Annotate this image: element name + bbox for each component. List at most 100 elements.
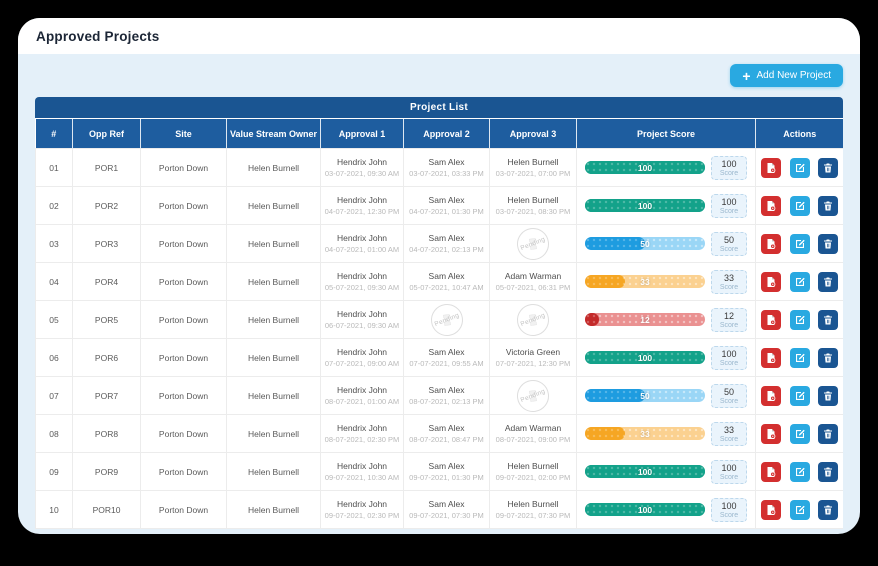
score-fill: [585, 427, 625, 440]
row-number: 08: [49, 428, 59, 439]
edit-pencil-icon: [794, 352, 806, 364]
delete-button[interactable]: [817, 271, 838, 292]
approval-datetime: 04-07-2021, 02:13 PM: [409, 245, 484, 254]
table-header-row: # Opp Ref Site Value Stream Owner Approval 1…: [35, 118, 843, 149]
score-bar: 100: [585, 351, 705, 364]
project-score: 100 100 Score: [577, 497, 755, 522]
delete-button[interactable]: [817, 423, 838, 444]
opp-ref: POR2: [94, 200, 119, 211]
score-value-label: 33: [640, 276, 650, 287]
value-stream-owner: Helen Burnell: [247, 352, 300, 363]
score-badge-value: 50: [723, 386, 734, 397]
approver-name: Hendrix John: [336, 195, 388, 205]
score-fill: [585, 313, 600, 326]
export-pdf-button[interactable]: [761, 309, 782, 330]
value-stream-owner: Helen Burnell: [247, 200, 300, 211]
score-bar: 50: [585, 237, 705, 250]
table-row: 05 POR5 Porton Down Helen Burnell Hendri…: [35, 300, 843, 339]
export-pdf-button[interactable]: [761, 195, 782, 216]
column-header-opp-ref: Opp Ref: [72, 118, 141, 149]
export-pdf-button[interactable]: [761, 157, 782, 178]
edit-button[interactable]: [789, 499, 810, 520]
pdf-file-icon: [765, 428, 777, 440]
opp-ref: POR10: [92, 504, 121, 515]
export-pdf-button[interactable]: [761, 271, 782, 292]
row-number: 01: [49, 162, 59, 173]
add-new-project-label: Add New Project: [756, 70, 831, 81]
score-badge-unit: Score: [719, 511, 739, 519]
trash-icon: [822, 162, 834, 174]
score-badge: 50 Score: [711, 383, 747, 408]
delete-button[interactable]: [817, 233, 838, 254]
delete-button[interactable]: [817, 461, 838, 482]
score-badge-value: 33: [723, 424, 734, 435]
edit-pencil-icon: [794, 390, 806, 402]
delete-button[interactable]: [817, 195, 838, 216]
pending-stamp: Pending: [428, 301, 465, 338]
value-stream-owner: Helen Burnell: [247, 466, 300, 477]
site: Porton Down: [158, 352, 209, 363]
table-row: 03 POR3 Porton Down Helen Burnell Hendri…: [35, 224, 843, 263]
approval-datetime: 08-07-2021, 02:30 PM: [324, 435, 400, 444]
column-header-approval-1: Approval 1: [320, 118, 404, 149]
delete-button[interactable]: [817, 499, 838, 520]
content-area: + Add New Project Project List # Opp Ref S…: [18, 54, 860, 529]
score-badge-unit: Score: [719, 321, 739, 329]
export-pdf-button[interactable]: [761, 461, 782, 482]
site: Porton Down: [158, 428, 209, 439]
score-badge-unit: Score: [719, 245, 739, 253]
edit-button[interactable]: [789, 423, 810, 444]
site: Porton Down: [158, 314, 209, 325]
value-stream-owner: Helen Burnell: [247, 276, 300, 287]
score-fill: [585, 465, 705, 478]
pending-stamp: Pending: [514, 377, 552, 414]
delete-button[interactable]: [817, 309, 838, 330]
site: Porton Down: [158, 238, 209, 249]
add-new-project-button[interactable]: + Add New Project: [730, 64, 843, 87]
export-pdf-button[interactable]: [761, 423, 782, 444]
score-bar: 100: [585, 465, 705, 478]
edit-button[interactable]: [789, 385, 810, 406]
project-score: 33 33 Score: [577, 421, 755, 446]
score-value-label: 12: [640, 314, 650, 325]
edit-button[interactable]: [789, 195, 810, 216]
approver-name: Adam Warman: [504, 423, 562, 433]
edit-button[interactable]: [789, 157, 810, 178]
export-pdf-button[interactable]: [761, 233, 782, 254]
edit-button[interactable]: [789, 347, 810, 368]
score-bar: 100: [585, 199, 705, 212]
project-score: 12 12 Score: [577, 307, 755, 332]
score-fill: [585, 237, 645, 250]
edit-button[interactable]: [789, 461, 810, 482]
score-bar: 33: [585, 275, 705, 288]
approval-datetime: 09-07-2021, 10:30 AM: [324, 473, 400, 482]
edit-button[interactable]: [789, 309, 810, 330]
score-value-label: 100: [637, 504, 653, 515]
score-badge-unit: Score: [719, 283, 739, 291]
pdf-file-icon: [765, 276, 777, 288]
trash-icon: [822, 504, 834, 516]
approval-datetime: 09-07-2021, 07:30 PM: [495, 511, 571, 520]
delete-button[interactable]: [817, 157, 838, 178]
project-score: 50 50 Score: [577, 383, 755, 408]
export-pdf-button[interactable]: [761, 385, 782, 406]
row-number: 06: [49, 352, 59, 363]
approval-datetime: 09-07-2021, 07:30 PM: [409, 511, 484, 520]
plus-icon: +: [742, 67, 751, 84]
score-badge-value: 12: [723, 310, 734, 321]
opp-ref: POR7: [94, 390, 119, 401]
export-pdf-button[interactable]: [761, 499, 782, 520]
score-badge: 50 Score: [711, 231, 747, 256]
edit-button[interactable]: [789, 233, 810, 254]
score-badge-value: 100: [721, 158, 737, 169]
delete-button[interactable]: [817, 347, 838, 368]
score-bar: 100: [585, 161, 705, 174]
approver-name: Victoria Green: [505, 347, 561, 357]
delete-button[interactable]: [817, 385, 838, 406]
projects-table: # Opp Ref Site Value Stream Owner Approval 1…: [35, 118, 843, 529]
row-number: 07: [49, 390, 59, 401]
export-pdf-button[interactable]: [761, 347, 782, 368]
score-fill: [585, 275, 625, 288]
score-badge: 100 Score: [711, 497, 747, 522]
edit-button[interactable]: [789, 271, 810, 292]
